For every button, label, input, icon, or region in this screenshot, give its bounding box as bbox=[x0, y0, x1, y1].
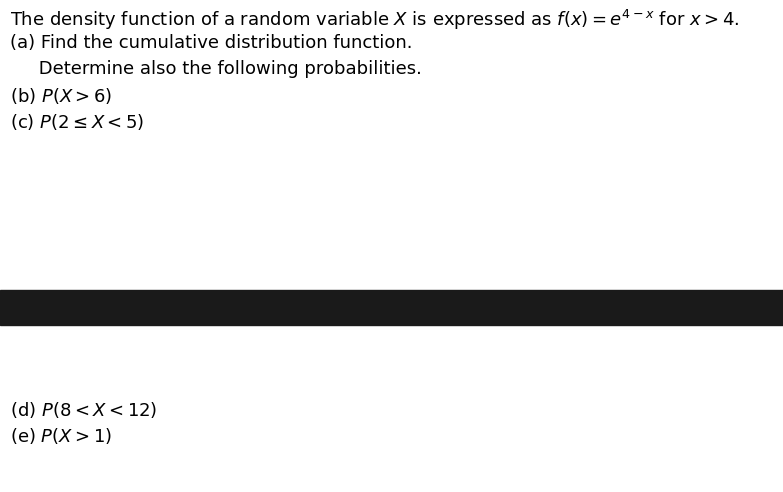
Text: (c) $P(2 \leq X < 5)$: (c) $P(2 \leq X < 5)$ bbox=[10, 112, 144, 132]
Text: (a) Find the cumulative distribution function.: (a) Find the cumulative distribution fun… bbox=[10, 34, 413, 52]
Bar bbox=[0, 290, 783, 325]
Text: (d) $P(8 < X < 12)$: (d) $P(8 < X < 12)$ bbox=[10, 400, 157, 420]
Text: Determine also the following probabilities.: Determine also the following probabiliti… bbox=[10, 60, 422, 78]
Text: (e) $P(X > 1)$: (e) $P(X > 1)$ bbox=[10, 426, 112, 446]
Text: (b) $P(X > 6)$: (b) $P(X > 6)$ bbox=[10, 86, 113, 106]
Text: The density function of a random variable $X$ is expressed as $f(x) = e^{4-x}$ f: The density function of a random variabl… bbox=[10, 8, 739, 32]
